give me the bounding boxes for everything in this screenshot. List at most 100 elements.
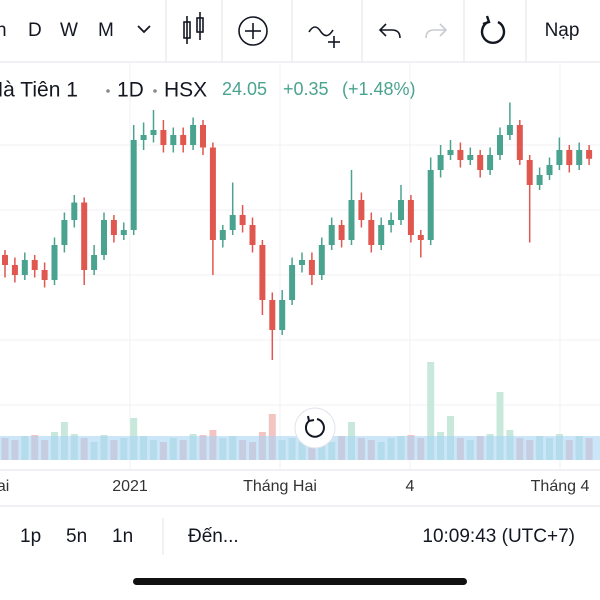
candle-body (358, 200, 365, 220)
candle-body (477, 155, 484, 170)
x-tick-label: Tháng 4 (531, 478, 590, 495)
candle-body (299, 260, 305, 265)
candle-body (209, 147, 216, 240)
price: 24.05 (222, 79, 267, 99)
candle-body (536, 175, 543, 185)
candle-body (437, 155, 444, 170)
candle-body (200, 125, 206, 148)
candle-body (21, 260, 28, 275)
interval-button[interactable]: W (60, 20, 78, 41)
candle-body (407, 200, 414, 235)
change: +0.35 (283, 79, 329, 99)
range-1p[interactable]: 1p (20, 526, 41, 547)
candle-body (150, 130, 157, 135)
x-tick-label: 2021 (112, 478, 148, 495)
candle-body (378, 225, 385, 245)
candle-body (348, 200, 355, 240)
candle-body (41, 270, 48, 280)
candle-body (516, 125, 523, 160)
candle-body (289, 265, 296, 300)
compare-icon[interactable] (308, 26, 340, 48)
candle-body (51, 245, 58, 280)
candle-body (586, 150, 593, 159)
change-pct: (+1.48%) (342, 79, 416, 99)
candle-body (71, 202, 78, 220)
home-indicator (133, 578, 467, 585)
candle-body (308, 260, 315, 275)
candle-body (180, 135, 187, 145)
x-tick-label: 4 (406, 478, 415, 495)
candle-body (457, 150, 464, 160)
candle-body (31, 260, 38, 270)
candle-body (190, 125, 197, 145)
candle-body (11, 265, 18, 275)
candle-body (110, 220, 117, 235)
dot (153, 89, 157, 93)
candle-body (526, 160, 533, 185)
candle-body (566, 150, 573, 165)
indicator-icon[interactable] (238, 16, 268, 46)
candle-body (120, 230, 127, 235)
symbol-header: Hà Tiên 1 1D HSX 24.05 +0.35 (+1.48%) (0, 79, 416, 102)
x-tick-label: hai (0, 478, 9, 495)
deposit-button[interactable]: Nạp (545, 20, 580, 41)
candle-body (91, 255, 98, 270)
candle-body (239, 215, 246, 225)
candle-body (279, 300, 286, 330)
clock: 10:09:43 (UTC+7) (422, 526, 575, 547)
range-1n[interactable]: 1n (112, 526, 133, 547)
goto[interactable]: Đến... (188, 526, 239, 547)
candle-body (130, 140, 137, 230)
candle-icon[interactable] (183, 12, 204, 44)
interval-button[interactable]: n (0, 20, 7, 41)
candle-body (259, 245, 266, 300)
reload[interactable] (480, 15, 506, 44)
chart: hai 2021 Tháng Hai 4 Tháng 4 (0, 63, 600, 495)
candle-body (546, 165, 553, 175)
symbol: Hà Tiên 1 (0, 79, 78, 102)
candle-body (170, 135, 177, 145)
candle-body (101, 220, 107, 255)
undo[interactable] (378, 23, 401, 39)
candle-body (328, 225, 335, 245)
candle-body (249, 225, 256, 245)
candle-body (556, 150, 563, 165)
candle-body (417, 235, 424, 240)
candle-body (506, 125, 513, 135)
candle-body (497, 135, 503, 155)
candle-body (140, 135, 147, 140)
x-tick-label: Tháng Hai (243, 478, 317, 495)
candle-body (318, 245, 325, 275)
candle-body (427, 170, 434, 240)
reset-button[interactable] (294, 407, 336, 449)
exchange: HSX (164, 79, 207, 102)
candle-body (229, 215, 236, 230)
candle-body (269, 300, 276, 330)
candle-body (219, 230, 226, 240)
candle-body (81, 202, 88, 270)
redo[interactable] (425, 23, 448, 39)
volume-bar (496, 392, 504, 460)
candle-body (398, 200, 404, 220)
candle-body (467, 155, 474, 160)
bottom-bar: 1p 5n 1n Đến... 10:09:43 (UTC+7) (20, 526, 575, 547)
reset-icon (304, 415, 325, 438)
candle-body (160, 130, 167, 145)
dot (106, 89, 110, 93)
candle-body (2, 255, 8, 265)
candle-body (487, 155, 494, 170)
candle-body (338, 225, 345, 240)
candle-body (576, 150, 583, 165)
candle-body (447, 150, 454, 155)
candle-body (61, 220, 68, 245)
interval-button[interactable]: D (28, 20, 42, 41)
reset-circle (294, 407, 336, 449)
volume-bar (427, 362, 435, 460)
range-5n[interactable]: 5n (66, 526, 87, 547)
candle-body (368, 220, 375, 245)
interval-button[interactable]: M (98, 20, 114, 41)
chevron[interactable] (137, 25, 151, 34)
